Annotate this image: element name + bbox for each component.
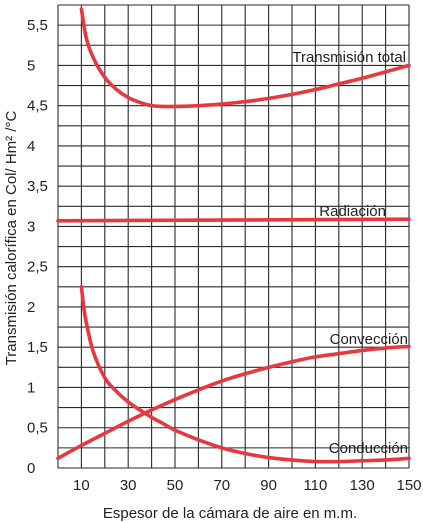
x-tick-label: 110 <box>303 477 327 494</box>
grid <box>57 4 410 469</box>
y-tick-label: 1,5 <box>27 339 48 356</box>
tick-labels: 10 30 50 70 90 110 130 150 0 0,5 1 1,5 2 2,5 3 3,5 4 4,5 5… <box>27 17 422 494</box>
x-tick-label: 70 <box>213 477 230 494</box>
x-tick-label: 50 <box>167 477 184 494</box>
y-tick-label: 5 <box>27 57 35 74</box>
series-line-conveccion <box>56 344 411 461</box>
x-tick-label: 10 <box>73 477 90 494</box>
series-line-transmision-total <box>79 7 411 109</box>
y-tick-label: 4,5 <box>27 98 48 115</box>
series-label-radiacion: Radiación <box>319 203 386 220</box>
y-tick-label: 3,5 <box>27 178 48 195</box>
y-tick-label: 2 <box>27 299 35 316</box>
x-tick-label: 130 <box>350 477 375 494</box>
series-label-conveccion: Convección <box>330 331 408 348</box>
series-line-radiacion <box>56 217 411 223</box>
y-tick-label: 0,5 <box>27 420 48 437</box>
series-line-conduccion <box>79 285 411 464</box>
y-tick-label: 4 <box>27 138 35 155</box>
y-tick-label: 5,5 <box>27 17 48 34</box>
series-labels: Transmisión total Radiación Convección Cond… <box>292 49 408 457</box>
series-label-conduccion: Conducción <box>329 440 408 457</box>
x-tick-label: 150 <box>396 477 421 494</box>
y-tick-label: 1 <box>27 379 35 396</box>
y-tick-label: 2,5 <box>27 259 48 276</box>
y-tick-label: 0 <box>27 460 35 477</box>
x-tick-label: 90 <box>260 477 277 494</box>
y-axis-title: Transmisión calorífica en Col/ Hm² /°C <box>3 110 20 365</box>
x-axis-title: Espesor de la cámara de aire en m.m. <box>103 505 357 522</box>
series-layer <box>56 7 411 464</box>
y-tick-label: 3 <box>27 218 35 235</box>
series-label-transmision-total: Transmisión total <box>292 49 406 66</box>
x-tick-label: 30 <box>120 477 137 494</box>
